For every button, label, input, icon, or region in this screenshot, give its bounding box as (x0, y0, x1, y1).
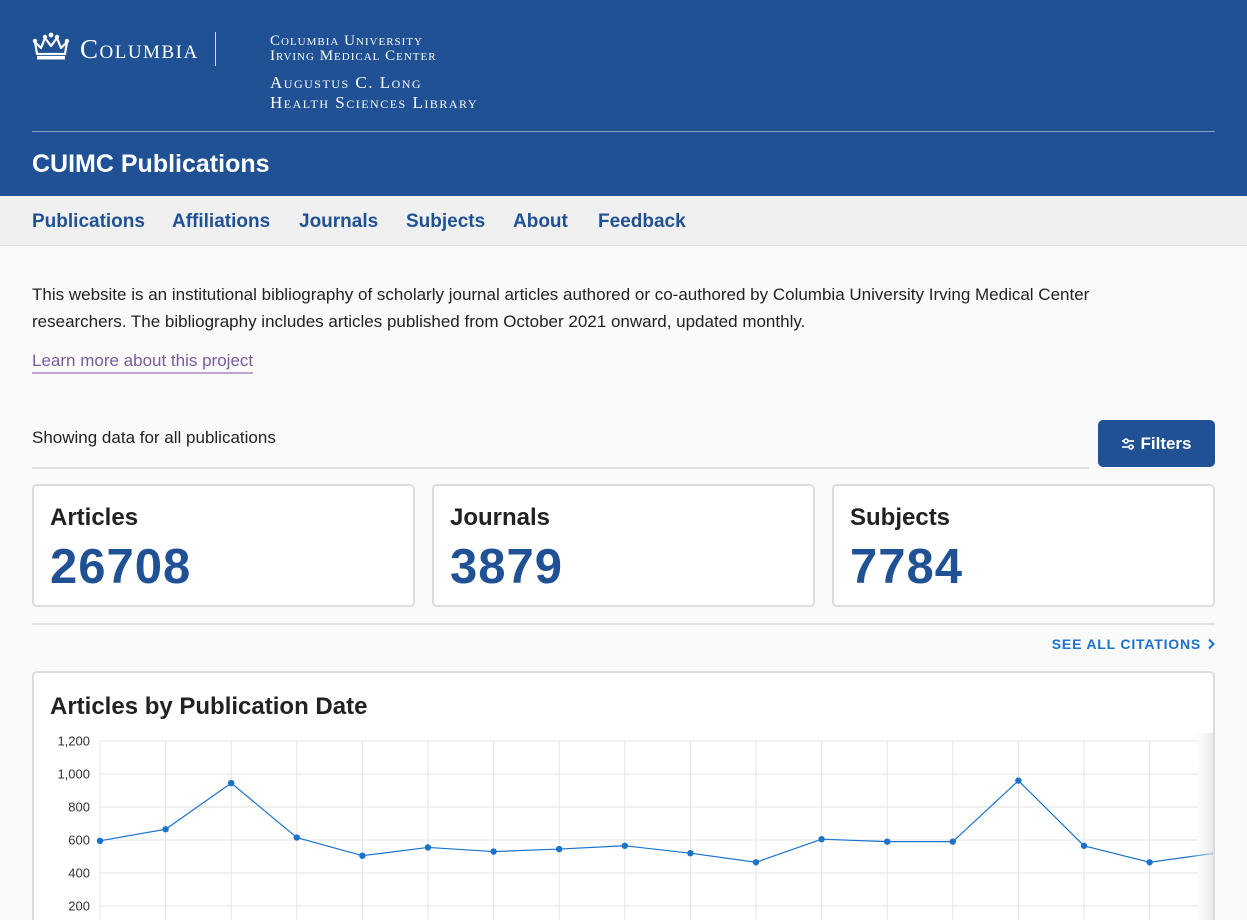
y-tick-label: 800 (68, 800, 90, 815)
nav-item-publications[interactable]: Publications (32, 211, 145, 232)
articles-stat-card[interactable]: Articles 26708 (32, 484, 415, 607)
main-nav: Publications Affiliations Journals Subje… (0, 196, 1247, 246)
institution-names: Columbia University Irving Medical Cente… (270, 34, 478, 113)
cuimc-name-line-1: Columbia University (270, 33, 423, 49)
site-title[interactable]: CUIMC Publications (32, 150, 270, 178)
scroll-fade (1189, 733, 1213, 920)
data-point (949, 838, 956, 845)
header-rule (32, 131, 1215, 132)
data-point (293, 834, 300, 841)
header-divider (214, 32, 216, 66)
stat-value: 26708 (50, 540, 192, 594)
cards-divider (32, 623, 1215, 625)
y-tick-label: 600 (68, 833, 90, 848)
y-tick-label: 200 (68, 899, 90, 914)
nav-item-journals[interactable]: Journals (299, 211, 379, 232)
learn-more-link[interactable]: Learn more about this project (32, 351, 254, 374)
filters-button-label: Filters (1140, 433, 1192, 453)
data-point (621, 842, 628, 849)
filters-button[interactable]: Filters (1098, 420, 1215, 467)
chart-title: Articles by Publication Date (50, 693, 368, 720)
data-point (556, 845, 563, 853)
cuimc-name-line-2: Irving Medical Center (270, 48, 437, 64)
nav-item-about[interactable]: About (513, 211, 568, 232)
filter-status: Showing data for all publications (32, 428, 276, 447)
library-name-line-1: Augustus C. Long (270, 73, 423, 92)
nav-item-subjects[interactable]: Subjects (406, 211, 486, 232)
line-chart: 1,200 1,000 800 600 400 200 (57, 733, 1213, 920)
data-point (818, 835, 825, 843)
see-all-label: SEE ALL CITATIONS (1051, 636, 1201, 652)
columbia-wordmark: Columbia (80, 34, 199, 64)
data-point (490, 848, 497, 855)
stat-label: Journals (450, 504, 551, 531)
data-point (1146, 859, 1153, 866)
sliders-icon (1122, 437, 1135, 450)
journals-stat-card[interactable]: Journals 3879 (432, 484, 815, 607)
articles-by-date-chart: Articles by Publication Date 1,200 1,000 8… (32, 671, 1215, 920)
nav-item-feedback[interactable]: Feedback (598, 211, 686, 232)
subjects-stat-card[interactable]: Subjects 7784 (832, 484, 1215, 607)
library-name-line-2: Health Sciences Library (270, 93, 479, 112)
crown-icon (32, 32, 70, 60)
series-line (99, 779, 1213, 863)
data-point (359, 852, 366, 859)
data-point (228, 779, 235, 787)
intro-text: This website is an institutional bibliog… (32, 285, 1090, 331)
y-tick-label: 400 (68, 866, 90, 881)
data-point (1080, 842, 1088, 849)
see-all-citations-link[interactable]: SEE ALL CITATIONS (1052, 636, 1215, 652)
stat-label: Articles (50, 504, 139, 531)
data-point (884, 838, 891, 845)
y-tick-label: 1,200 (57, 734, 90, 749)
data-point (687, 850, 694, 857)
site-header: Columbia Columbia University Irving Medi… (0, 0, 1247, 196)
data-point (424, 844, 432, 851)
data-point (162, 826, 169, 833)
stat-value: 3879 (450, 540, 564, 594)
data-point (96, 837, 104, 845)
y-tick-label: 1,000 (57, 767, 90, 782)
data-point (752, 859, 760, 866)
filter-divider (32, 467, 1089, 469)
chevron-right-icon (1208, 638, 1215, 650)
data-point (1015, 777, 1022, 784)
stat-label: Subjects (850, 504, 951, 531)
nav-item-affiliations[interactable]: Affiliations (172, 211, 271, 232)
stat-value: 7784 (850, 540, 964, 594)
columbia-logo[interactable]: Columbia (32, 32, 216, 66)
